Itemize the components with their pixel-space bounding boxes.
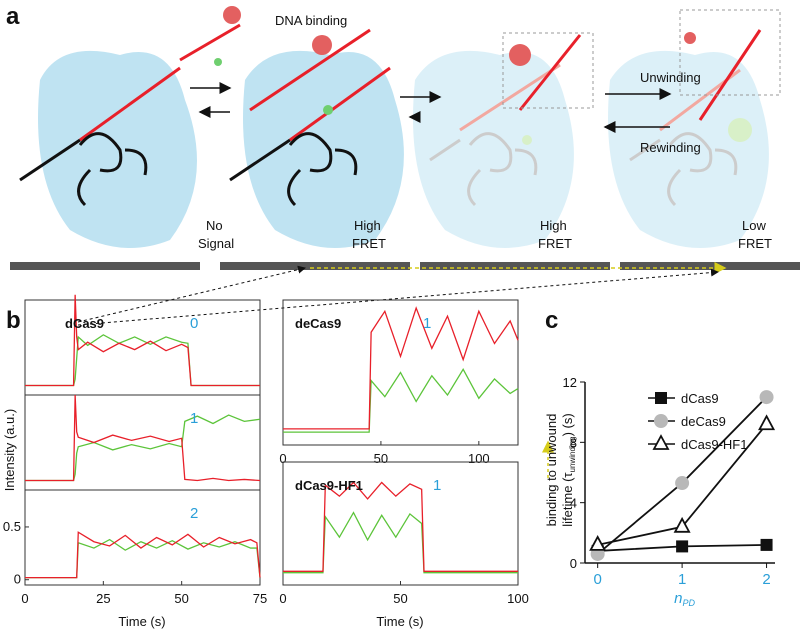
marker (676, 540, 689, 553)
annotation: Rewinding (640, 140, 701, 155)
guide-rna (77, 132, 738, 207)
y-tick-label: 0 (570, 556, 577, 571)
trace-name: dCas9-HF1 (295, 478, 363, 493)
protein-blobs (38, 50, 769, 248)
x-tick-label: 0 (279, 451, 286, 466)
plot-frame (24, 489, 261, 586)
legend-label: dCas9 (681, 391, 719, 406)
plot-frame (24, 394, 261, 491)
y-axis-label: Intensity (a.u.) (2, 409, 17, 491)
panel-label: b (6, 307, 21, 334)
state-label: High (540, 218, 567, 233)
annotation: Unwinding (640, 70, 701, 85)
arrow (77, 268, 719, 326)
x-tick-label: 50 (374, 451, 388, 466)
dna-strands (19, 138, 661, 182)
red-trace (25, 394, 261, 482)
plot-frame (282, 299, 519, 446)
y-axis-label: lifetime (τunwinding) (s) (560, 413, 577, 526)
green-trace (25, 414, 261, 482)
green-trace (283, 367, 519, 433)
panel-a-diagram: a (6, 3, 800, 478)
state-label: No (206, 218, 223, 233)
trace-name: dCas9 (65, 316, 104, 331)
plot-frame (24, 299, 261, 396)
x-axis-label-sub: PD (682, 598, 695, 608)
x-axis-label: Time (s) (118, 614, 165, 629)
x-tick-label: 0 (21, 591, 28, 606)
x-tick-label: 0 (593, 571, 601, 588)
y-tick-label: 0 (14, 572, 21, 587)
npd-label: 1 (190, 410, 198, 427)
equilibrium-arrows (190, 82, 672, 133)
y-label-part: ) (s) (560, 413, 575, 436)
green-trace (283, 511, 518, 574)
x-tick-label: 25 (96, 591, 110, 606)
target-dna (79, 23, 762, 142)
x-tick-label: 100 (507, 591, 529, 606)
x-axis-label: Time (s) (376, 614, 423, 629)
legend-marker (655, 392, 667, 404)
npd-label: 0 (190, 315, 198, 332)
annotation: DNA binding (275, 13, 347, 28)
x-tick-label: 100 (468, 451, 490, 466)
red-trace (25, 294, 260, 387)
green-trace (25, 538, 261, 579)
red-trace (25, 531, 261, 579)
x-tick-label: 50 (393, 591, 407, 606)
marker (675, 476, 690, 491)
arrow (77, 265, 306, 323)
legend-marker (654, 414, 668, 428)
y-axis-label: binding to unwound (544, 414, 559, 527)
y-tick-label: 0.5 (3, 519, 21, 534)
green-trace (25, 334, 260, 387)
trace-name: deCas9 (295, 316, 341, 331)
x-tick-label: 2 (762, 571, 770, 588)
red-trace (283, 481, 518, 572)
state-label: FRET (538, 236, 572, 251)
legend-label: dCas9-HF1 (681, 437, 747, 452)
marker (759, 390, 774, 405)
red-trace (283, 306, 519, 430)
x-tick-label: 50 (174, 591, 188, 606)
panel-label: a (6, 3, 20, 30)
state-label: Signal (198, 236, 234, 251)
x-tick-label: 0 (279, 591, 286, 606)
state-label: FRET (738, 236, 772, 251)
y-tick-label: 4 (570, 496, 577, 511)
marker (758, 414, 776, 431)
y-tick-label: 12 (563, 375, 577, 390)
y-label-sub: unwinding (568, 436, 577, 472)
state-label: High (354, 218, 381, 233)
legend-marker (652, 434, 670, 450)
npd-label: 1 (423, 315, 431, 332)
y-tick-label: 8 (570, 435, 577, 450)
state-label: Low (742, 218, 766, 233)
npd-label: 2 (190, 505, 198, 522)
panel-label: c (545, 307, 558, 334)
y-label-part: lifetime (τ (560, 472, 575, 527)
marker (673, 516, 691, 533)
x-axis-label: nPD (674, 590, 695, 608)
state-label: FRET (352, 236, 386, 251)
marker (760, 538, 773, 551)
dyes (214, 6, 752, 145)
surfaces (10, 262, 800, 270)
x-axis-label-main: n (674, 590, 682, 607)
legend-label: deCas9 (681, 414, 726, 429)
npd-label: 1 (433, 477, 441, 494)
x-tick-label: 75 (253, 591, 267, 606)
zoom-boxes (502, 9, 781, 109)
x-tick-label: 1 (678, 571, 686, 588)
marker (589, 535, 607, 551)
